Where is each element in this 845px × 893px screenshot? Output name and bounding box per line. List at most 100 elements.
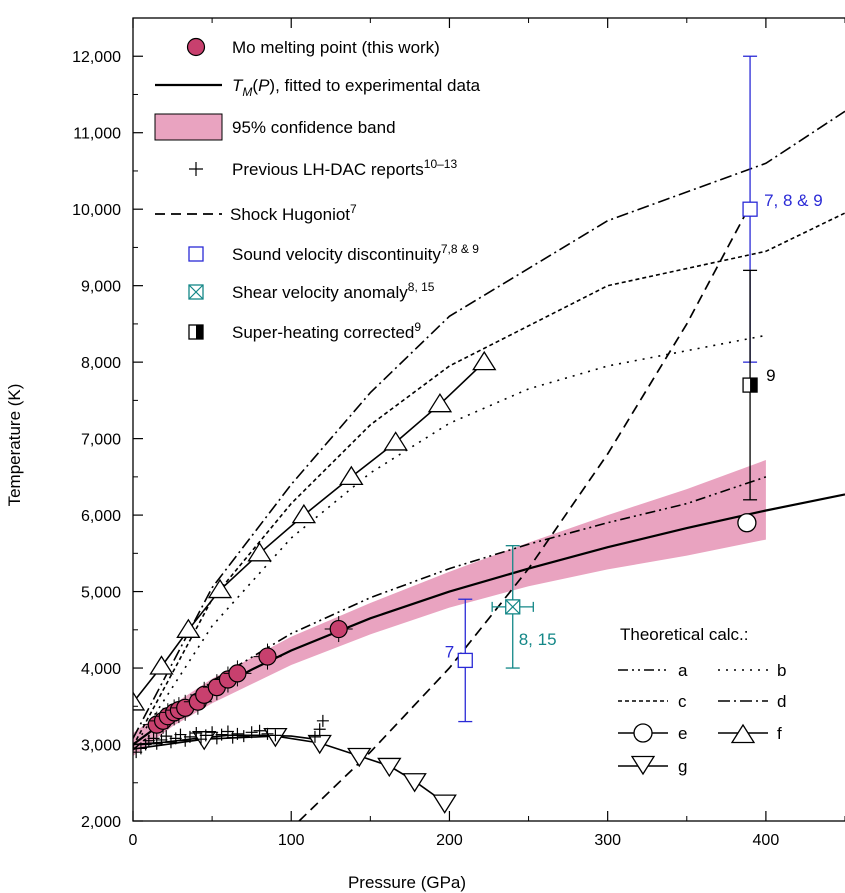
marker-layer — [133, 55, 758, 814]
legend-symbol-this-work — [186, 37, 206, 57]
legend-label-text-4: Shock Hugoniot — [230, 205, 350, 224]
legend-label-text-0: Mo melting point (this work) — [232, 38, 440, 57]
theory-f-marker-1 — [149, 655, 174, 675]
legend-symbol-shear-velocity-cross — [188, 284, 204, 300]
y-tick-label-0: 2,000 — [81, 814, 121, 831]
legend-label-5: Sound velocity discontinuity7,8 & 9 — [232, 242, 479, 264]
theory-f-marker-4 — [247, 542, 272, 562]
annotation-superheating-9: 9 — [766, 366, 775, 385]
legend-label-sup-6: 8, 15 — [408, 280, 435, 294]
legend-symbol-lh-dac — [189, 162, 203, 176]
y-tick-label-6: 8,000 — [81, 355, 121, 372]
lh-dac-point-18 — [215, 728, 228, 741]
annotation-sound-velocity-789: 7, 8 & 9 — [764, 191, 823, 210]
legend-symbol-band — [154, 113, 223, 141]
lh-dac-point-10 — [174, 728, 187, 741]
theory-legend-symbol-e — [633, 723, 653, 743]
legend-label-1: TM(P), fitted to experimental data — [232, 76, 481, 99]
legend-label-sup-5: 7,8 & 9 — [441, 242, 479, 256]
annotation-layer: 7 7, 8 & 9 9 8, 15 — [445, 191, 823, 661]
sound-velocity-marker-1 — [742, 201, 758, 217]
legend: Mo melting point (this work) TM(P), fitte… — [154, 37, 481, 342]
theory-line-c — [133, 212, 845, 747]
legend-label-1-part-4: ), fitted to experimental data — [269, 76, 480, 95]
theory-g-marker-4 — [377, 757, 402, 778]
theory-legend-label-e: e — [678, 724, 687, 743]
y-tick-label-2: 4,000 — [81, 661, 121, 678]
y-tick-label-3: 5,000 — [81, 585, 121, 602]
lh-dac-point-15 — [199, 729, 212, 742]
legend-label-sup-7: 9 — [414, 320, 421, 334]
y-tick-label-4: 6,000 — [81, 508, 121, 525]
y-tick-label-9: 11,000 — [73, 126, 121, 143]
theory-legend-label-g: g — [678, 757, 687, 776]
legend-symbol-shear-velocity — [188, 284, 204, 300]
this-work-point-11 — [258, 647, 277, 666]
legend-symbol-sound-velocity — [188, 246, 204, 262]
legend-label-0: Mo melting point (this work) — [232, 38, 440, 57]
legend-label-text-7: Super-heating corrected — [232, 323, 414, 342]
theory-legend-label-d: d — [777, 692, 786, 711]
legend-label-sup-3: 10–13 — [424, 157, 458, 171]
lh-dac-point-4 — [147, 732, 160, 745]
lh-dac-point-29 — [316, 714, 329, 727]
confidence-band-layer — [133, 460, 766, 756]
theory-g-marker-0 — [192, 731, 217, 751]
x-tick-label-2: 200 — [436, 832, 463, 849]
legend-label-1-part-0: T — [232, 76, 244, 95]
superheating-marker-fill — [750, 378, 758, 393]
theory-line-f — [133, 361, 485, 703]
legend-label-text-6: Shear velocity anomaly — [232, 283, 408, 302]
y-tick-label-1: 3,000 — [81, 738, 121, 755]
theory-line-b — [133, 334, 767, 749]
legend-symbol-superheating-fill — [196, 325, 203, 339]
theory-g-marker-3 — [347, 747, 372, 768]
x-tick-label-3: 300 — [594, 832, 621, 849]
theory-f-marker-2 — [176, 618, 201, 638]
legend-label-2: 95% confidence band — [232, 118, 396, 137]
confidence-band — [133, 460, 766, 756]
theory-f-marker-8 — [427, 392, 453, 413]
legend-label-7: Super-heating corrected9 — [232, 320, 421, 342]
legend-label-3: Previous LH-DAC reports10–13 — [232, 157, 457, 179]
x-tick-label-1: 100 — [278, 832, 305, 849]
theory-legend-label-a: a — [678, 661, 688, 680]
x-tick-label-0: 0 — [129, 832, 138, 849]
lh-dac-point-19 — [221, 725, 234, 738]
legend-label-4: Shock Hugoniot7 — [230, 202, 357, 224]
annotation-sound-velocity-7: 7 — [445, 642, 454, 661]
theory-f-marker-0 — [133, 691, 146, 711]
axes-layer: 0 100 200 300 400 2,000 3,000 4,000 5,000 6,000 7,… — [72, 17, 845, 849]
plot-area — [133, 55, 845, 821]
theory-e-marker-0 — [737, 513, 757, 533]
lh-dac-point-16 — [206, 726, 219, 739]
lh-dac-point-12 — [183, 730, 196, 743]
lh-dac-point-28 — [313, 723, 326, 736]
superheating-marker — [742, 377, 758, 393]
legend-label-text-2: 95% confidence band — [232, 118, 396, 137]
sound-velocity-marker-0 — [457, 652, 473, 669]
x-axis-label: Pressure (GPa) — [348, 873, 466, 892]
lh-dac-point-23 — [245, 726, 258, 739]
theory-legend-symbol-g — [630, 755, 656, 776]
theory-legend-title: Theoretical calc.: — [620, 625, 749, 644]
theory-legend-symbol-f — [730, 723, 756, 744]
this-work-point-10 — [228, 664, 247, 683]
legend-label-1-part-1: M — [242, 85, 252, 99]
y-axis-label: Temperature (K) — [5, 384, 24, 507]
shear-velocity-marker — [505, 599, 521, 615]
lh-dac-point-24 — [253, 724, 266, 737]
x-tick-label-4: 400 — [753, 832, 780, 849]
shear-velocity-marker-cross — [505, 599, 521, 615]
theory-g-marker-2 — [307, 734, 332, 755]
theory-f-marker-7 — [383, 431, 408, 451]
lh-dac-point-21 — [231, 727, 244, 740]
legend-label-1-part-2: ( — [252, 76, 258, 95]
legend-label-6: Shear velocity anomaly8, 15 — [232, 280, 435, 302]
legend-symbol-superheating — [188, 324, 204, 340]
theory-f-marker-5 — [291, 503, 317, 524]
lh-dac-point-22 — [237, 730, 250, 743]
legend-label-text-5: Sound velocity discontinuity — [232, 245, 441, 264]
